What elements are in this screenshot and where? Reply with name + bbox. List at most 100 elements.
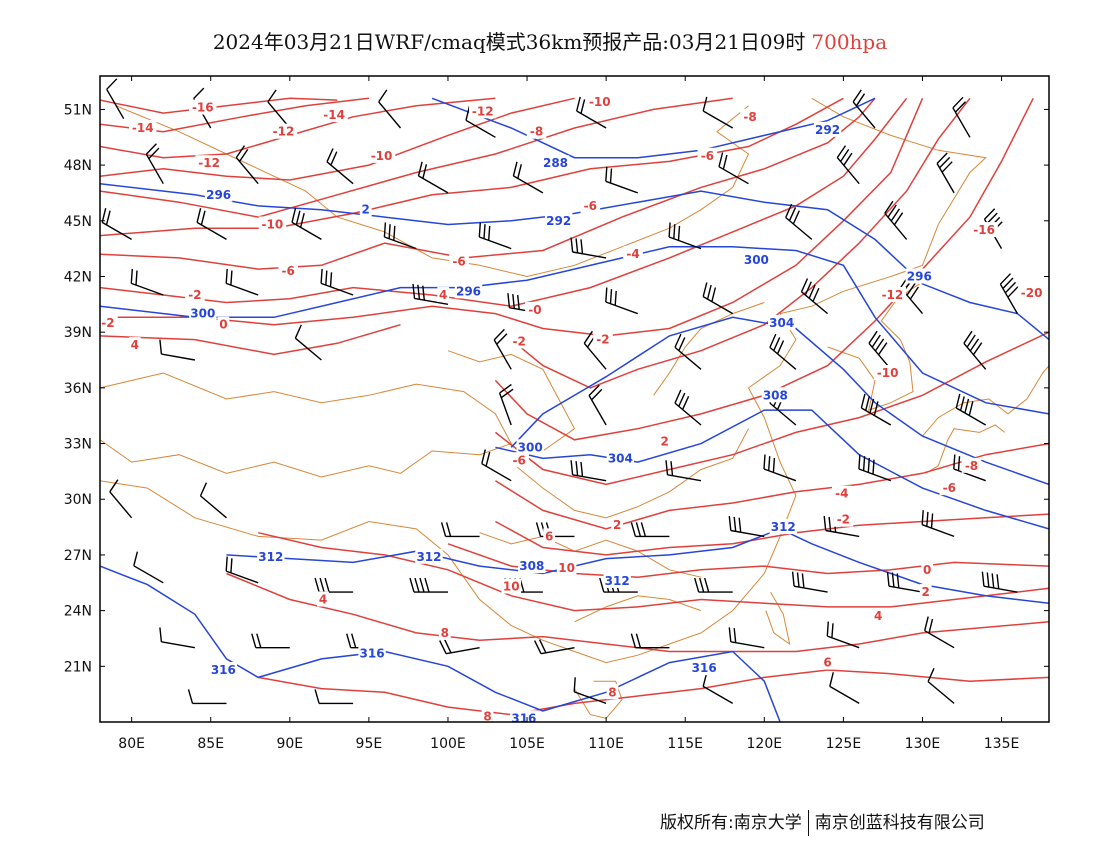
geopotential-label: 292 xyxy=(815,123,840,137)
wind-barb xyxy=(412,283,449,305)
wind-barb xyxy=(674,389,702,426)
country-borders xyxy=(100,97,1049,719)
geopotential-contour xyxy=(495,409,1049,530)
geopotential-label: 300 xyxy=(518,440,543,454)
wind-barb xyxy=(535,522,575,538)
wind-barb xyxy=(900,275,924,315)
temperature-label-bg xyxy=(469,103,497,119)
temperature-label: -4 xyxy=(626,247,639,261)
temperature-label: 0 xyxy=(219,318,227,332)
wind-barb xyxy=(860,393,892,426)
wind-barb xyxy=(936,152,955,194)
temperature-label-bg xyxy=(919,584,932,600)
geopotential-label-bg xyxy=(516,439,544,455)
footer-separator xyxy=(807,810,809,836)
temperature-label-bg xyxy=(128,337,141,353)
wind-barb xyxy=(133,551,164,584)
geopotential-label: 2 xyxy=(362,203,370,217)
geopotential-label: 316 xyxy=(692,661,717,675)
temperature-label: -6 xyxy=(943,481,956,495)
wind-barb xyxy=(826,621,860,649)
border-line xyxy=(447,350,576,452)
temperature-contour xyxy=(495,442,1049,530)
wind-barb xyxy=(512,161,544,194)
geopotential-contour xyxy=(100,565,781,722)
geopotential-label-bg xyxy=(359,201,372,217)
lat-label: 42N xyxy=(64,269,92,285)
temperature-label-bg xyxy=(878,287,907,303)
border-line xyxy=(922,365,1049,437)
wind-barb xyxy=(481,449,512,482)
geopotential-label-bg xyxy=(415,548,443,564)
wind-barb xyxy=(953,454,986,482)
geopotential-label: 312 xyxy=(416,550,441,564)
wind-barb xyxy=(858,454,892,482)
lon-label: 80E xyxy=(118,736,145,752)
temperature-label: 4 xyxy=(319,592,327,606)
wind-barb xyxy=(952,96,971,138)
temperature-contour xyxy=(494,97,1034,441)
wind-barb xyxy=(196,208,227,241)
temperature-label-bg xyxy=(481,708,494,722)
temperature-label-bg xyxy=(921,561,934,577)
geopotential-label: 312 xyxy=(258,550,283,564)
wind-barb xyxy=(924,616,955,649)
wind-barb xyxy=(763,454,797,482)
geopotential-label-bg xyxy=(257,548,285,564)
temperature-label-bg xyxy=(278,262,299,278)
temperature-label: 4 xyxy=(439,288,447,302)
wind-barb xyxy=(674,333,702,370)
geopotential-label: 296 xyxy=(907,269,932,283)
temperature-contour xyxy=(258,531,1049,612)
temperature-label: 6 xyxy=(545,529,553,543)
temperature-label-bg xyxy=(872,608,885,624)
wind-barb xyxy=(630,522,670,538)
temperature-label-bg xyxy=(217,316,230,332)
temperature-label: -8 xyxy=(530,125,543,139)
wind-barb xyxy=(251,633,290,649)
wind-barb xyxy=(439,639,480,655)
temperature-labels: -16 -14 -14 -12 -12 -12 -10 -10 -8 -8 -6 -6 -6 -6 -10 -… xyxy=(100,93,1046,722)
lat-label: 24N xyxy=(64,604,92,620)
temperature-label-bg xyxy=(543,528,556,544)
geopotential-contour xyxy=(100,182,1049,341)
temperature-label: -14 xyxy=(132,121,154,135)
temperature-contour xyxy=(100,97,575,181)
temperature-label-bg xyxy=(833,511,854,527)
wind-barb xyxy=(225,268,259,296)
geopotential-label: 292 xyxy=(546,214,571,228)
geopotential-label-bg xyxy=(209,662,238,678)
temperature-label-bg xyxy=(100,314,118,330)
temperature-label: -10 xyxy=(589,95,611,109)
lat-label: 45N xyxy=(64,214,92,230)
temperature-contour xyxy=(510,97,971,389)
temperature-label: -2 xyxy=(512,334,525,348)
geopotential-label-bg xyxy=(742,251,771,267)
temperature-label-bg xyxy=(961,457,982,473)
temperature-contour xyxy=(495,513,1049,556)
geopotential-label: 304 xyxy=(608,451,633,465)
temperature-label-bg xyxy=(623,246,643,262)
temperature-label: -2 xyxy=(596,333,609,347)
temperature-contour xyxy=(100,97,844,237)
lat-label: 21N xyxy=(64,659,92,675)
wind-barb xyxy=(999,273,1019,314)
temperature-label: -20 xyxy=(1021,286,1043,300)
geopotential-label: 316 xyxy=(211,663,236,677)
temperature-label-bg xyxy=(697,147,718,163)
temperature-label: -12 xyxy=(273,125,295,139)
geopotential-label-bg xyxy=(690,660,718,676)
wind-barb xyxy=(836,145,860,185)
lon-label: 90E xyxy=(276,736,303,752)
wind-barbs xyxy=(101,78,1019,705)
wind-barb xyxy=(478,222,512,250)
geopotential-label-bg xyxy=(541,155,570,171)
temperature-label: -16 xyxy=(973,223,995,237)
temperature-label: -10 xyxy=(877,366,899,380)
geopotential-contour xyxy=(226,528,1049,604)
temperature-label: 2 xyxy=(613,518,621,532)
temperature-label-bg xyxy=(189,99,217,115)
lat-label: 30N xyxy=(64,492,92,508)
temperature-label: -14 xyxy=(323,108,345,122)
